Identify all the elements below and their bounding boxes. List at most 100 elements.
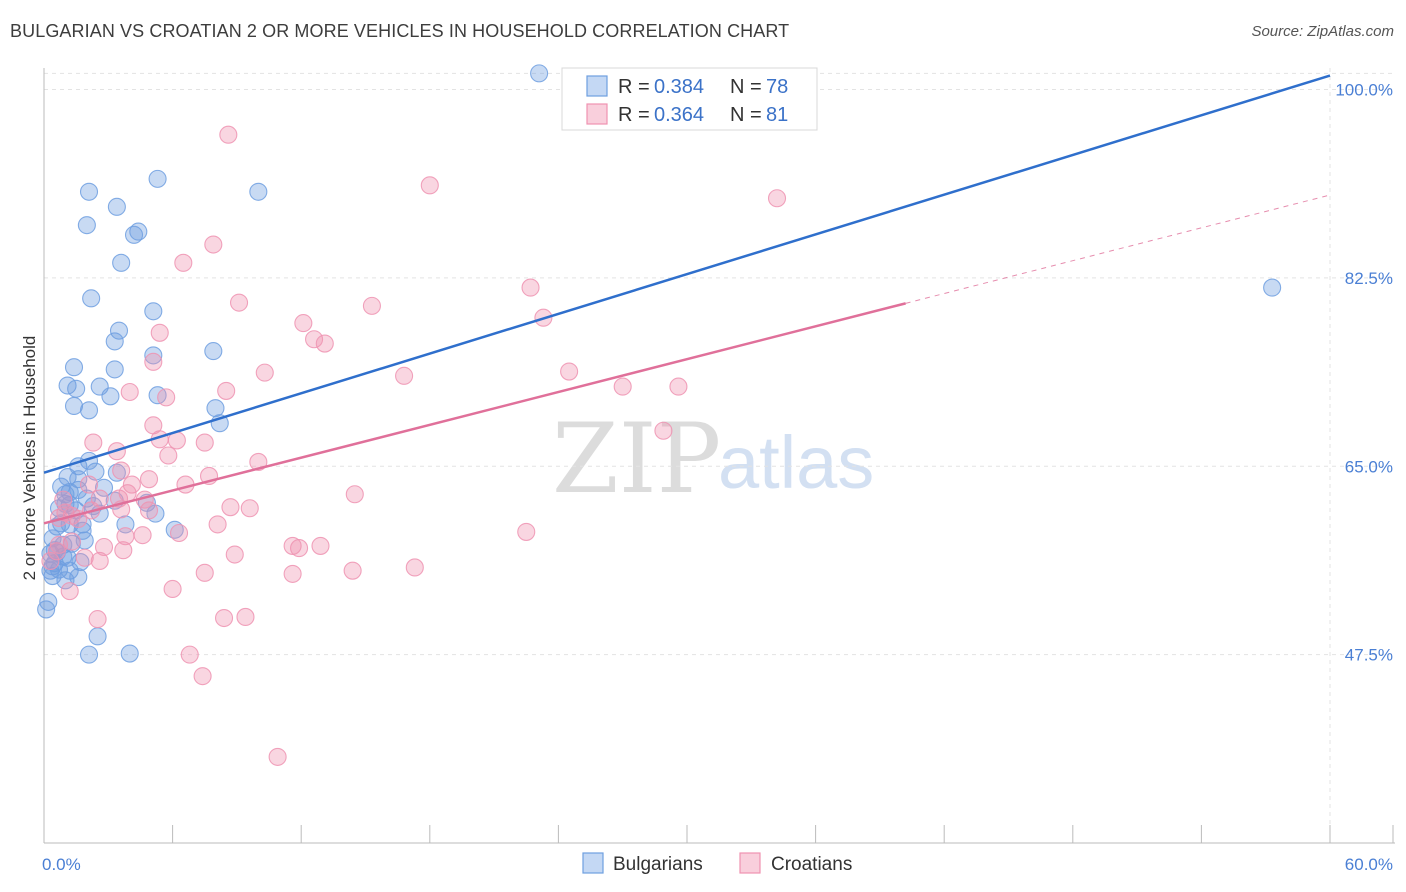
bulgarian-point <box>129 222 148 241</box>
legend-n-value-croatian: 81 <box>766 104 788 126</box>
croatian-point <box>345 485 364 504</box>
croatian-point <box>204 235 223 254</box>
croatian-point <box>195 563 214 582</box>
bulgarian-point <box>77 489 96 508</box>
croatian-point <box>613 377 632 396</box>
legend-n-label-croatian: N = <box>730 104 762 126</box>
chart-title: BULGARIAN VS CROATIAN 2 OR MORE VEHICLES… <box>10 21 790 41</box>
croatian-point <box>163 579 182 599</box>
croatian-point <box>139 501 159 520</box>
watermark-zip: ZIP <box>552 403 721 515</box>
croatian-point <box>315 334 334 353</box>
bulgarian-point <box>105 332 124 351</box>
y-tick-labels: 47.5% 65.0% 82.5% 100.0% <box>1335 81 1393 665</box>
croatian-point <box>112 461 131 480</box>
y-tick-label: 82.5% <box>1345 269 1393 288</box>
correlation-legend: R = 0.384 N = 78 R = 0.364 N = 81 <box>561 67 818 131</box>
bulgarian-point <box>144 302 163 321</box>
croatian-point <box>305 330 324 349</box>
croatian-point <box>169 523 189 543</box>
bulgarian-point <box>69 568 88 587</box>
croatian-point <box>159 446 178 465</box>
bulgarian-point <box>101 387 120 406</box>
croatian-point <box>60 582 79 601</box>
legend-swatch-bulgarian <box>586 75 608 97</box>
croatian-point <box>47 542 66 561</box>
bulgarian-point <box>69 470 88 489</box>
croatian-point <box>88 610 107 629</box>
croatian-point <box>268 747 287 766</box>
croatian-point <box>116 527 135 546</box>
bulgarian-point <box>64 358 84 377</box>
croatian-point <box>767 189 787 208</box>
croatian-point <box>180 645 199 664</box>
croatian-point <box>90 551 109 571</box>
croatian-point <box>236 607 255 627</box>
croatian-point <box>290 539 309 558</box>
croatian-point <box>221 498 240 517</box>
croatian-point <box>195 433 214 452</box>
croatian-point <box>311 536 330 555</box>
croatian-points <box>41 125 787 766</box>
bottom-legend-swatch-bulgarians <box>582 852 604 874</box>
bulgarian-trend-line <box>43 74 1331 474</box>
croatian-point <box>120 382 139 402</box>
croatian-point <box>255 363 274 382</box>
series-legend: Bulgarians Croatians <box>582 852 852 875</box>
bulgarian-point <box>1263 278 1282 297</box>
croatian-point <box>669 377 688 396</box>
bulgarian-point <box>79 182 99 201</box>
y-tick-label: 65.0% <box>1345 457 1393 476</box>
bulgarian-point <box>64 396 84 416</box>
bulgarian-point <box>112 253 131 272</box>
croatian-point <box>420 176 439 195</box>
croatian-point <box>75 548 94 567</box>
croatian-point <box>114 541 133 560</box>
croatian-point <box>79 475 99 494</box>
bulgarian-point <box>67 379 86 398</box>
bulgarian-point <box>206 399 225 418</box>
y-tick-label: 47.5% <box>1345 646 1393 665</box>
bulgarian-point <box>105 360 124 379</box>
bulgarian-point <box>77 216 96 235</box>
croatian-point <box>219 125 238 144</box>
bulgarian-points <box>37 64 1282 664</box>
y-axis-title: 2 or more Vehicles in Household <box>20 336 39 581</box>
x-tick-label-max: 60.0% <box>1345 855 1393 874</box>
croatian-trend-extension <box>905 194 1331 304</box>
bulgarian-point <box>109 321 129 340</box>
croatian-point <box>157 388 176 407</box>
axes <box>43 68 1395 844</box>
bottom-legend-swatch-croatians <box>739 852 761 874</box>
croatian-point <box>217 381 236 400</box>
legend-n-value-bulgarian: 78 <box>766 76 788 98</box>
croatian-point <box>343 561 362 580</box>
croatian-point <box>521 278 540 297</box>
trend-lines <box>43 74 1331 525</box>
bulgarian-point <box>79 401 99 420</box>
bulgarian-point <box>107 197 126 216</box>
croatian-point <box>229 293 249 312</box>
croatian-point <box>94 537 114 557</box>
bulgarian-point <box>94 478 114 497</box>
croatian-point <box>139 470 159 489</box>
croatian-point <box>174 253 193 272</box>
croatian-point <box>283 564 302 583</box>
croatian-point <box>49 535 69 554</box>
bulgarian-point <box>148 169 167 188</box>
legend-r-value-bulgarian: 0.384 <box>654 76 704 98</box>
croatian-point <box>133 526 152 545</box>
croatian-point <box>517 522 536 541</box>
bulgarian-point <box>37 600 56 619</box>
legend-r-label-bulgarian: R = <box>618 76 650 98</box>
croatian-point <box>249 452 268 472</box>
bulgarian-point <box>82 289 101 308</box>
croatian-point <box>362 296 381 315</box>
bulgarian-point <box>204 342 223 361</box>
x-tick-label-min: 0.0% <box>42 855 81 874</box>
croatian-point <box>214 608 234 628</box>
croatian-point <box>294 314 313 333</box>
x-tick-labels: 0.0% 60.0% <box>42 855 1393 874</box>
bulgarian-point <box>530 64 549 83</box>
